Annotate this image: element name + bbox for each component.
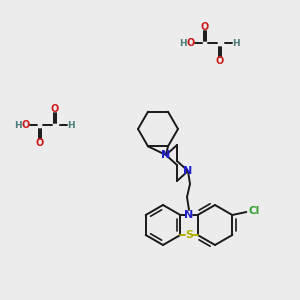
- Text: N: N: [184, 210, 194, 220]
- Text: O: O: [51, 104, 59, 114]
- Text: N: N: [183, 166, 193, 176]
- Text: H: H: [179, 38, 187, 47]
- Text: S: S: [185, 230, 193, 240]
- Text: O: O: [22, 120, 30, 130]
- Text: H: H: [232, 38, 240, 47]
- Text: O: O: [201, 22, 209, 32]
- Text: H: H: [14, 121, 22, 130]
- Text: O: O: [36, 138, 44, 148]
- Text: O: O: [216, 56, 224, 66]
- Text: N: N: [161, 150, 171, 160]
- Text: Cl: Cl: [249, 206, 260, 216]
- Text: H: H: [67, 121, 75, 130]
- Text: O: O: [187, 38, 195, 48]
